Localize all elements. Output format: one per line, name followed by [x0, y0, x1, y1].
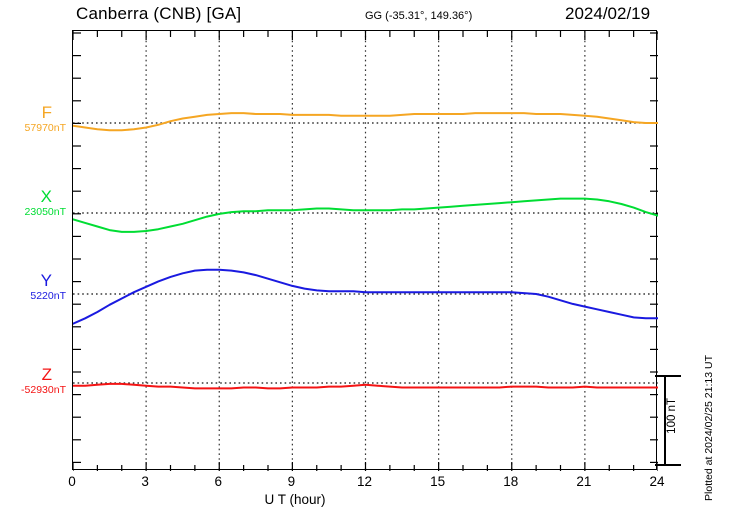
magnetogram-svg: [73, 31, 658, 471]
x-tick-label-21: 21: [576, 474, 592, 489]
component-baseline-x: 23050nT: [24, 206, 66, 218]
scale-bar-cap-bottom: [655, 464, 681, 466]
x-tick-label-3: 3: [141, 474, 149, 489]
magnetogram-plot-area: [72, 30, 658, 471]
observation-date: 2024/02/19: [565, 4, 651, 23]
component-baseline-f: 57970nT: [24, 122, 66, 134]
component-label-z: Z -52930nT: [0, 366, 66, 396]
plotted-at-stamp: Plotted at 2024/02/25 21:13 UT: [703, 355, 715, 501]
x-tick-label-18: 18: [503, 474, 519, 489]
component-name-f: F: [41, 103, 52, 122]
page-title: Canberra (CNB) [GA]: [76, 4, 242, 23]
component-name-y: Y: [40, 271, 52, 290]
scale-bar-label: 100 nT: [666, 398, 678, 434]
x-tick-label-9: 9: [287, 474, 296, 489]
gridlines: [145, 31, 586, 471]
component-baselines: [73, 122, 658, 384]
x-tick-label-12: 12: [356, 474, 373, 489]
x-tick-label-6: 6: [214, 474, 222, 489]
component-name-z: Z: [41, 365, 52, 384]
x-tick-label-0: 0: [68, 474, 76, 489]
component-label-y: Y 5220nT: [0, 272, 66, 302]
component-traces: [73, 112, 658, 390]
x-axis-title: U T (hour): [0, 492, 730, 507]
component-baseline-y: 5220nT: [30, 290, 66, 302]
x-axis-title-text: U T (hour): [264, 492, 326, 507]
x-tick-label-24: 24: [649, 474, 665, 489]
component-label-x: X 23050nT: [0, 188, 66, 218]
x-tick-label-15: 15: [430, 474, 446, 489]
component-label-f: F 57970nT: [0, 104, 66, 134]
scale-bar: [664, 375, 666, 465]
axis-ticks: [73, 31, 658, 471]
geodetic-coordinates: GG (-35.31°, 149.36°): [365, 10, 473, 22]
component-name-x: X: [40, 187, 52, 206]
scale-bar-cap-top: [655, 375, 681, 377]
component-baseline-z: -52930nT: [21, 384, 66, 396]
